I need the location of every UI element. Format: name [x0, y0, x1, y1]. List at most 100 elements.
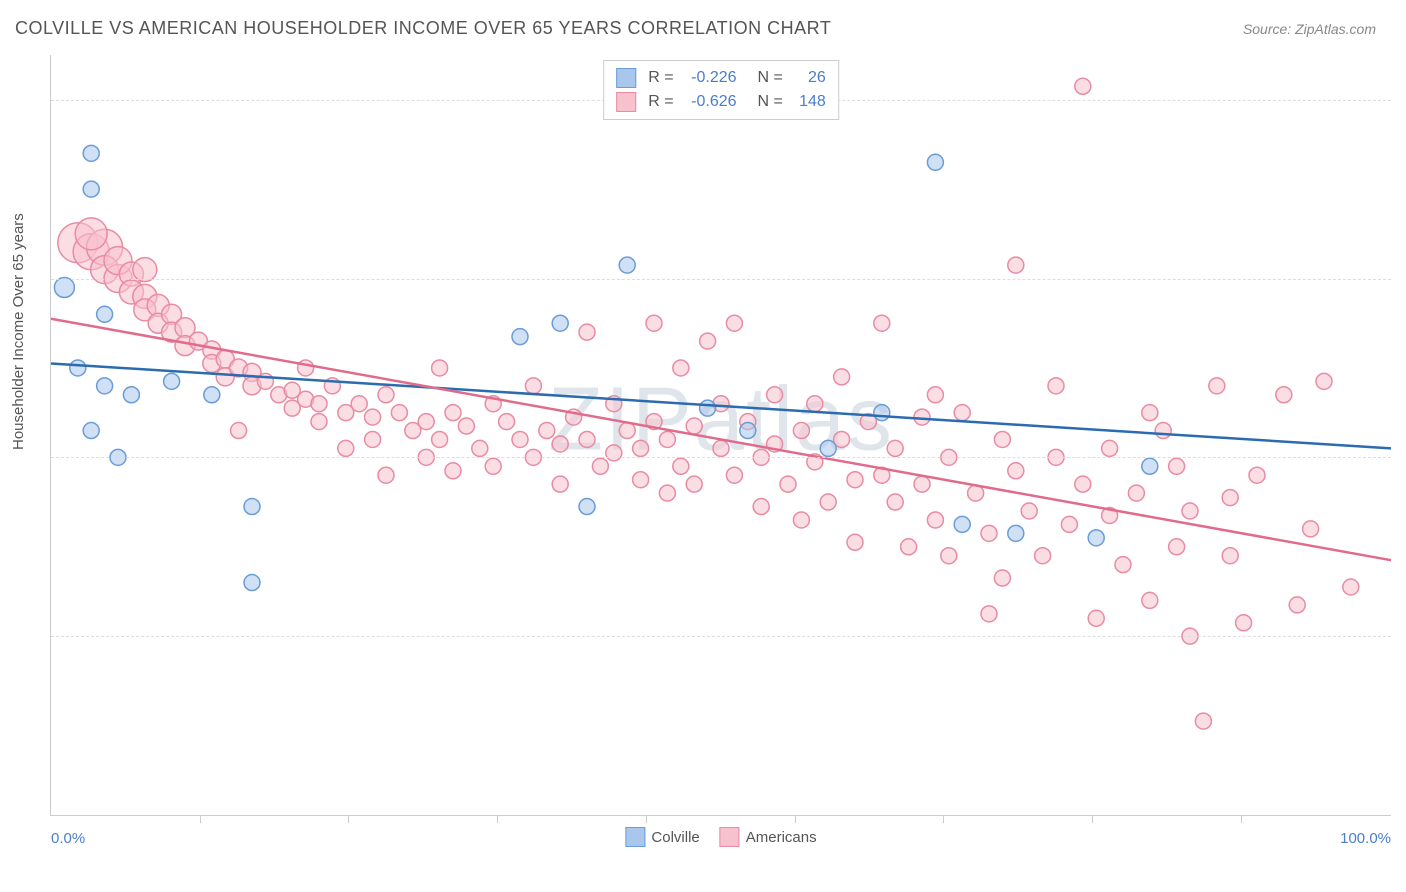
data-point — [793, 423, 809, 439]
data-point — [619, 257, 635, 273]
scatter-plot-svg — [51, 55, 1391, 815]
data-point — [1075, 78, 1091, 94]
legend-stat-row: R =-0.226 N =26 — [616, 66, 826, 90]
data-point — [512, 329, 528, 345]
data-point — [579, 324, 595, 340]
data-point — [820, 494, 836, 510]
data-point — [914, 476, 930, 492]
data-point — [432, 360, 448, 376]
legend-swatch — [616, 92, 636, 112]
data-point — [686, 418, 702, 434]
source-label: Source: ZipAtlas.com — [1243, 21, 1376, 37]
legend-stat-row: R =-0.626 N =148 — [616, 90, 826, 114]
data-point — [981, 606, 997, 622]
data-point — [927, 387, 943, 403]
x-tick — [1092, 815, 1093, 823]
data-point — [927, 154, 943, 170]
trendline — [51, 363, 1391, 448]
data-point — [793, 512, 809, 528]
legend-label: Colville — [651, 829, 699, 846]
legend-swatch — [720, 827, 740, 847]
data-point — [847, 472, 863, 488]
data-point — [1035, 548, 1051, 564]
x-tick — [1241, 815, 1242, 823]
stat-n-value: 148 — [791, 93, 826, 111]
legend-label: Americans — [746, 829, 817, 846]
data-point — [820, 440, 836, 456]
data-point — [75, 218, 107, 250]
data-point — [525, 378, 541, 394]
data-point — [1128, 485, 1144, 501]
data-point — [1088, 530, 1104, 546]
data-point — [499, 414, 515, 430]
stat-r-label: R = — [648, 69, 673, 87]
data-point — [780, 476, 796, 492]
gridline — [51, 457, 1391, 458]
data-point — [874, 315, 890, 331]
data-point — [164, 373, 180, 389]
data-point — [927, 512, 943, 528]
data-point — [1289, 597, 1305, 613]
stat-n-label: N = — [749, 93, 783, 111]
data-point — [97, 306, 113, 322]
x-tick-label: 0.0% — [51, 830, 85, 847]
correlation-legend: R =-0.226 N =26 R =-0.626 N =148 — [603, 60, 839, 120]
data-point — [123, 387, 139, 403]
x-tick — [646, 815, 647, 823]
data-point — [338, 440, 354, 456]
y-tick-label: $80,000 — [1396, 91, 1406, 108]
data-point — [1195, 713, 1211, 729]
data-point — [1008, 463, 1024, 479]
data-point — [552, 436, 568, 452]
data-point — [1142, 458, 1158, 474]
data-point — [1008, 525, 1024, 541]
data-point — [941, 548, 957, 564]
data-point — [244, 499, 260, 515]
data-point — [1249, 467, 1265, 483]
data-point — [659, 431, 675, 447]
data-point — [311, 396, 327, 412]
data-point — [673, 360, 689, 376]
data-point — [686, 476, 702, 492]
stat-r-value: -0.226 — [682, 69, 737, 87]
data-point — [1209, 378, 1225, 394]
data-point — [633, 440, 649, 456]
data-point — [418, 414, 434, 430]
data-point — [83, 145, 99, 161]
x-tick — [497, 815, 498, 823]
chart-plot-area: ZIPatlas R =-0.226 N =26 R =-0.626 N =14… — [50, 55, 1391, 816]
data-point — [552, 476, 568, 492]
data-point — [458, 418, 474, 434]
legend-swatch — [616, 68, 636, 88]
x-tick — [943, 815, 944, 823]
data-point — [1222, 548, 1238, 564]
data-point — [887, 440, 903, 456]
data-point — [54, 277, 74, 297]
stat-r-value: -0.626 — [682, 93, 737, 111]
data-point — [552, 315, 568, 331]
data-point — [311, 414, 327, 430]
gridline — [51, 279, 1391, 280]
data-point — [767, 387, 783, 403]
data-point — [445, 463, 461, 479]
data-point — [1182, 503, 1198, 519]
data-point — [726, 315, 742, 331]
data-point — [1142, 592, 1158, 608]
stat-n-value: 26 — [791, 69, 826, 87]
data-point — [874, 405, 890, 421]
chart-title: COLVILLE VS AMERICAN HOUSEHOLDER INCOME … — [15, 18, 831, 39]
data-point — [83, 423, 99, 439]
data-point — [365, 409, 381, 425]
data-point — [834, 369, 850, 385]
data-point — [606, 445, 622, 461]
data-point — [445, 405, 461, 421]
data-point — [579, 431, 595, 447]
data-point — [994, 431, 1010, 447]
data-point — [1142, 405, 1158, 421]
y-tick-label: $20,000 — [1396, 628, 1406, 645]
data-point — [1061, 516, 1077, 532]
data-point — [579, 499, 595, 515]
data-point — [887, 494, 903, 510]
data-point — [539, 423, 555, 439]
data-point — [673, 458, 689, 474]
